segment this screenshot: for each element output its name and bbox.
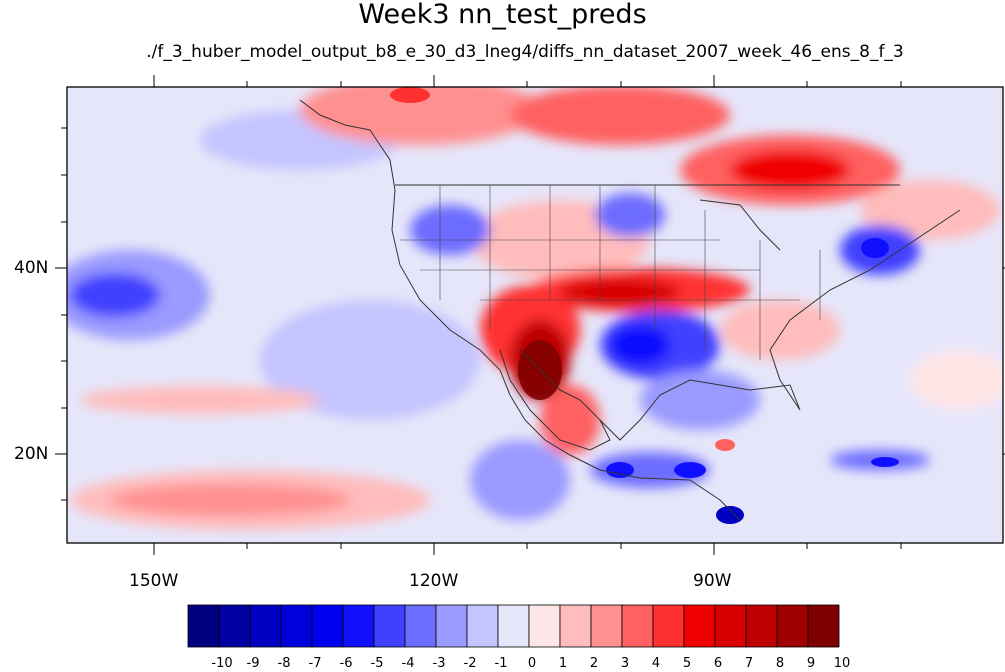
colorbar-swatch [373,604,406,648]
colorbar-swatch [776,604,809,648]
chart-subtitle: ./f_3_huber_model_output_b8_e_30_d3_lneg… [146,42,904,62]
colorbar-swatch [218,604,251,648]
colorbar-label: 8 [775,656,785,671]
colorbar-label: 4 [651,656,661,671]
colorbar-label: 10 [833,656,851,671]
colorbar-label: -10 [211,656,233,671]
chart-title: Week3 nn_test_preds [358,0,647,30]
colorbar-swatch [435,604,468,648]
colorbar-label: 0 [527,656,537,671]
colorbar-swatch [249,604,282,648]
colorbar-label: -5 [370,656,384,671]
y-tick-label-40n: 40N [14,258,49,278]
colorbar-swatch [807,604,840,648]
x-ticks [153,75,902,555]
colorbar-label: -4 [401,656,415,671]
colorbar-label: -8 [277,656,291,671]
x-tick-label-90w: 90W [693,571,732,591]
colorbar-label: -3 [432,656,446,671]
colorbar-label: 7 [744,656,754,671]
colorbar-label: -7 [308,656,322,671]
colorbar-label: 5 [682,656,692,671]
colorbar-swatch [404,604,437,648]
colorbar-swatch [311,604,344,648]
colorbar-swatch [187,604,220,648]
colorbar-swatch [590,604,623,648]
colorbar-swatch [466,604,499,648]
colorbar-swatch [621,604,654,648]
colorbar-label: -1 [494,656,508,671]
colorbar-label: 9 [806,656,816,671]
colorbar-label: -2 [463,656,477,671]
y-tick-label-20n: 20N [14,444,49,464]
colorbar-label: 1 [558,656,568,671]
colorbar-swatch [714,604,747,648]
colorbar-label: -9 [246,656,260,671]
colorbar-swatch [683,604,716,648]
colorbar-swatch [528,604,561,648]
anomaly-field [67,87,1003,543]
colorbar [187,604,840,648]
colorbar-swatch [280,604,313,648]
colorbar-label: 2 [589,656,599,671]
colorbar-label: 6 [713,656,723,671]
x-tick-label-120w: 120W [409,571,459,591]
colorbar-swatch [745,604,778,648]
colorbar-swatch [559,604,592,648]
colorbar-swatch [652,604,685,648]
x-tick-label-150w: 150W [129,571,179,591]
colorbar-swatch [497,604,530,648]
colorbar-label: -6 [339,656,353,671]
colorbar-label: 3 [620,656,630,671]
colorbar-swatch [342,604,375,648]
